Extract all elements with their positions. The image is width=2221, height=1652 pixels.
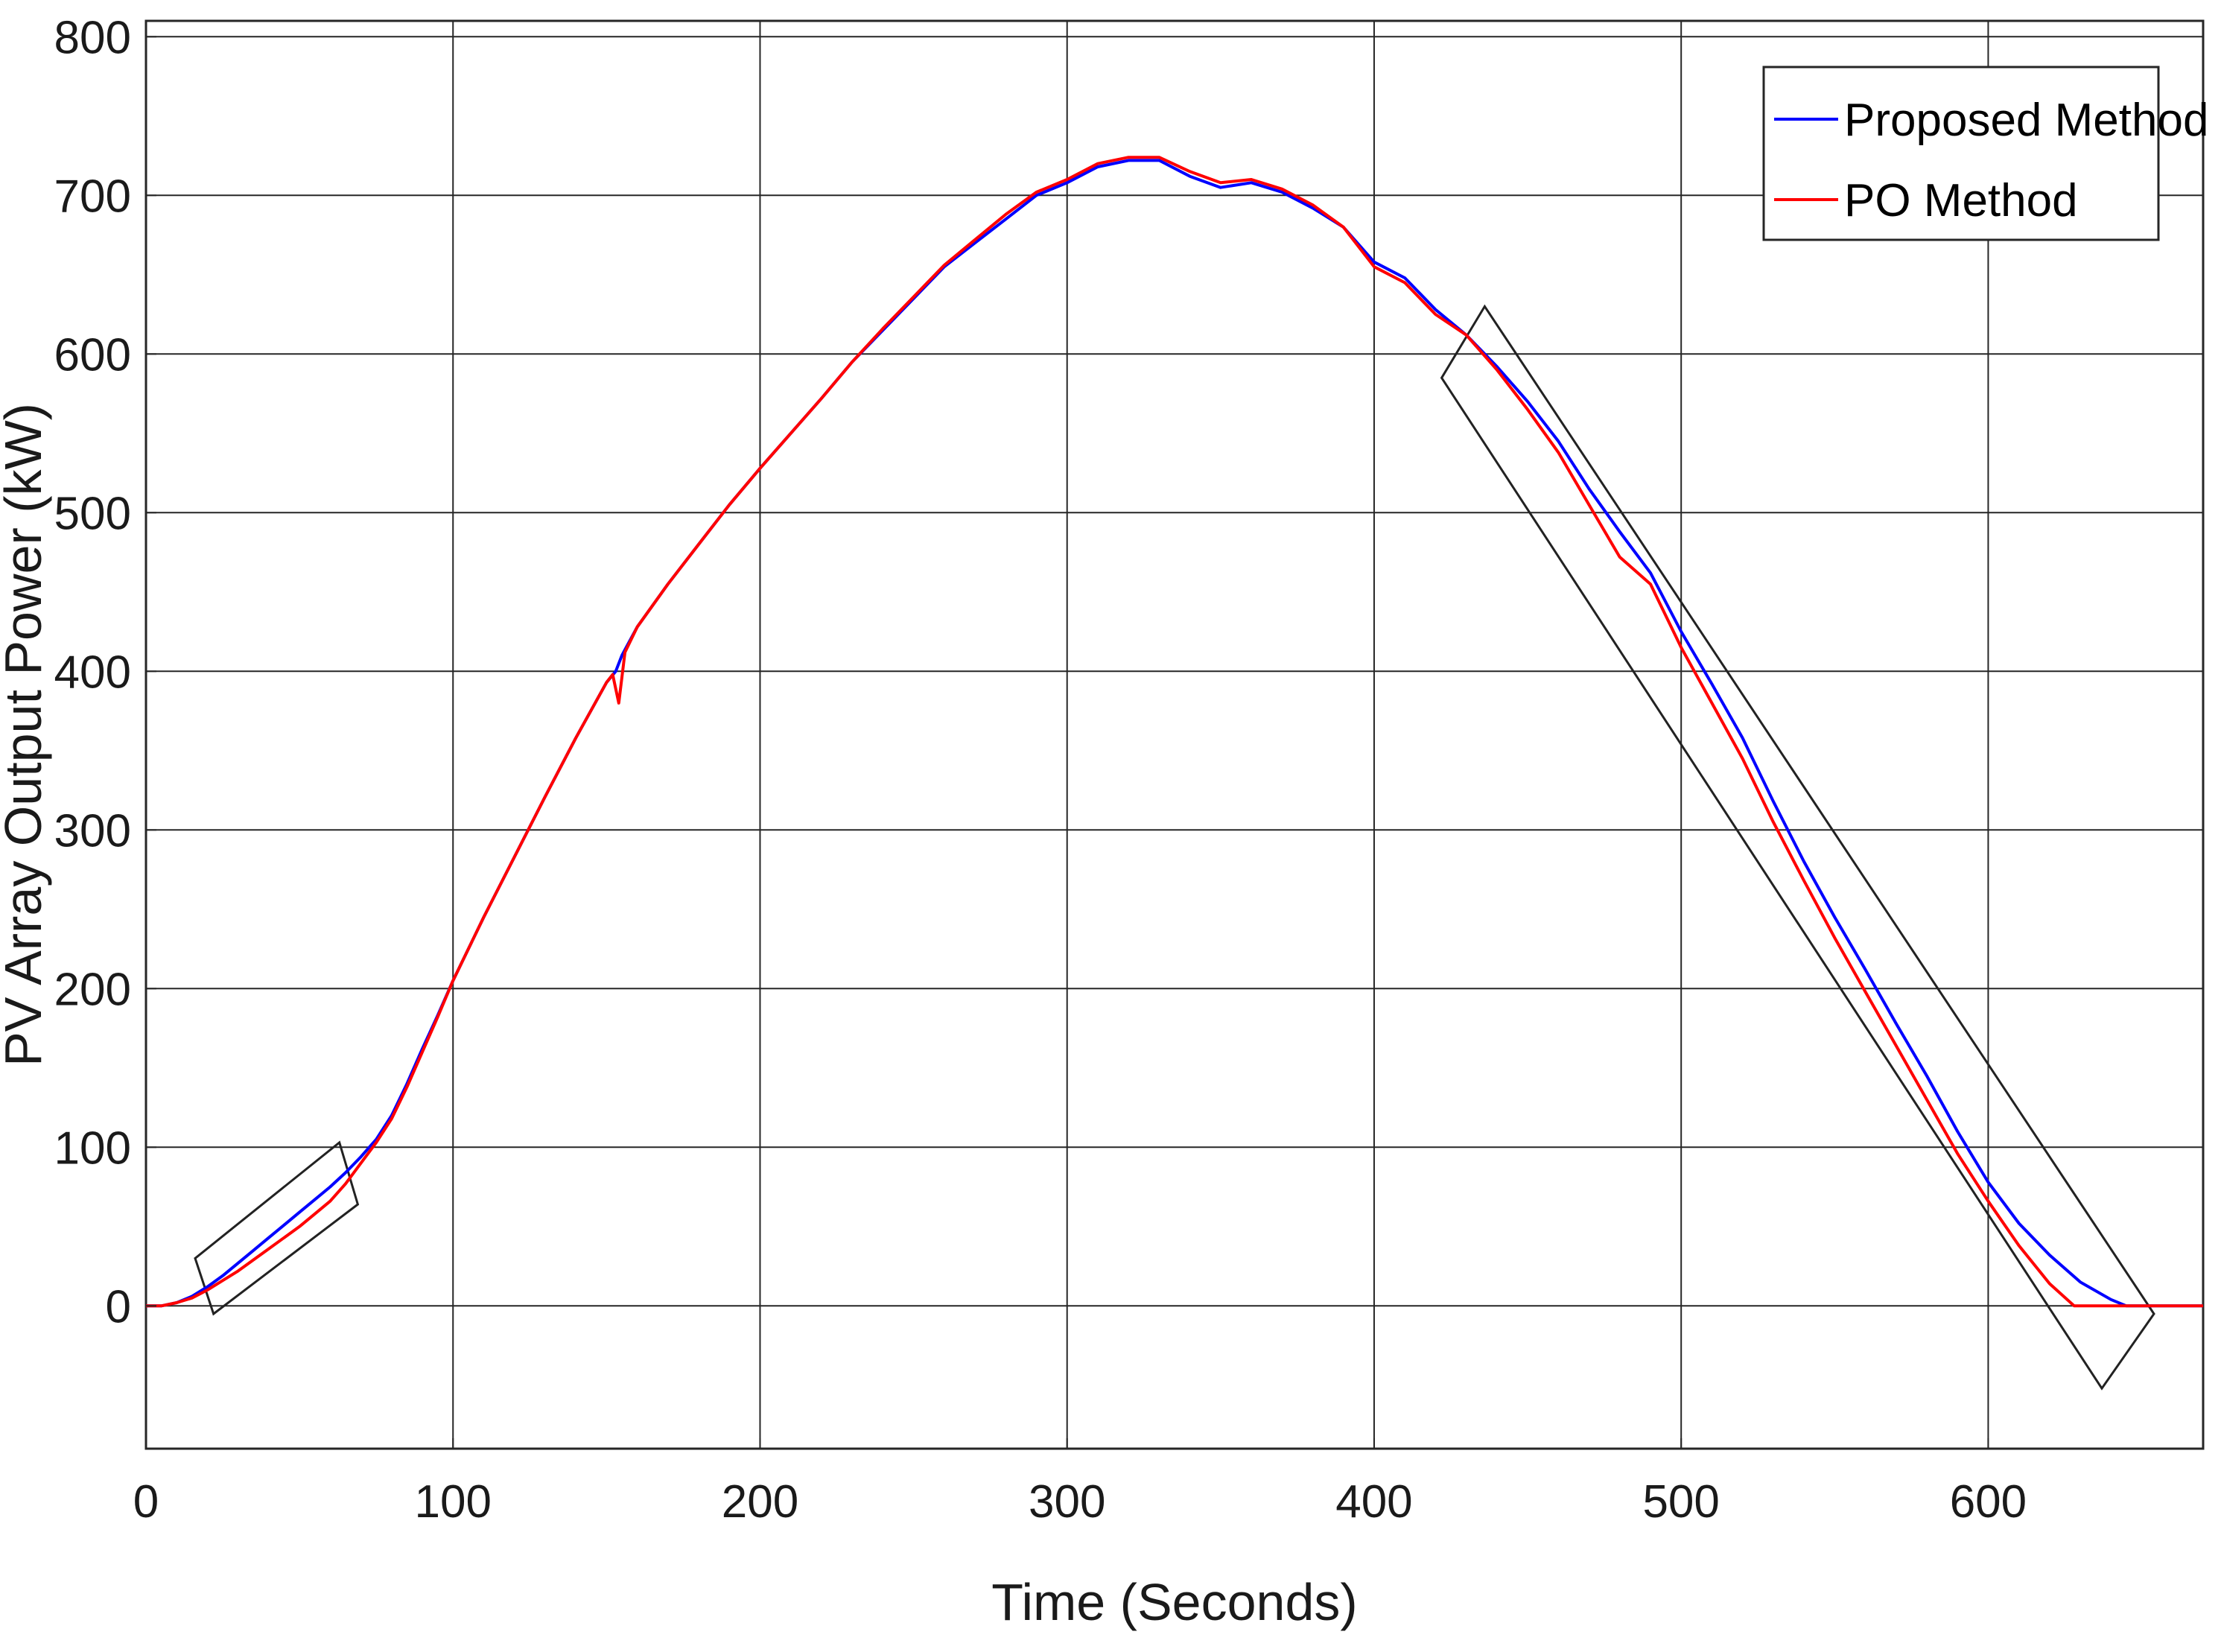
series-line-proposed-method	[146, 159, 2203, 1308]
y-tick-label: 400	[54, 646, 131, 698]
y-tick-label: 100	[54, 1122, 131, 1174]
annotations	[194, 304, 2155, 1391]
y-tick-label: 300	[54, 805, 131, 857]
y-tick-label: 500	[54, 488, 131, 539]
x-tick-label: 600	[1950, 1476, 2027, 1528]
series-line-po-method	[146, 156, 2203, 1308]
grid	[145, 21, 2203, 1449]
x-tick-label: 300	[1029, 1476, 1105, 1528]
y-tick-label: 700	[54, 171, 131, 222]
x-tick-label: 500	[1642, 1476, 1719, 1528]
x-tick-label: 200	[722, 1476, 798, 1528]
y-axis-title: PV Array Output Power (kW)	[0, 403, 52, 1067]
plot-area	[144, 19, 2205, 1450]
tick-labels: 0 100 200 300 400 500 600 0 100 200 300 400 500 600 70…	[54, 12, 2027, 1528]
y-tick-label: 0	[106, 1281, 131, 1332]
legend-box	[1762, 66, 2160, 241]
annotation-box	[194, 1140, 360, 1316]
series	[146, 156, 2203, 1308]
annotation-box	[1440, 304, 2155, 1391]
legend-label-po-method: PO Method	[1844, 175, 2078, 226]
y-tick-label: 800	[54, 12, 131, 63]
x-tick-label: 100	[415, 1476, 492, 1528]
legend-label-proposed-method: Proposed Method	[1844, 95, 2208, 146]
x-tick-label: 0	[133, 1476, 159, 1528]
x-tick-label: 400	[1335, 1476, 1412, 1528]
legend: Proposed Method PO Method	[1762, 66, 2208, 241]
y-tick-label: 200	[54, 964, 131, 1015]
y-tick-label: 600	[54, 329, 131, 381]
x-axis-title: Time (Seconds)	[991, 1573, 1357, 1631]
